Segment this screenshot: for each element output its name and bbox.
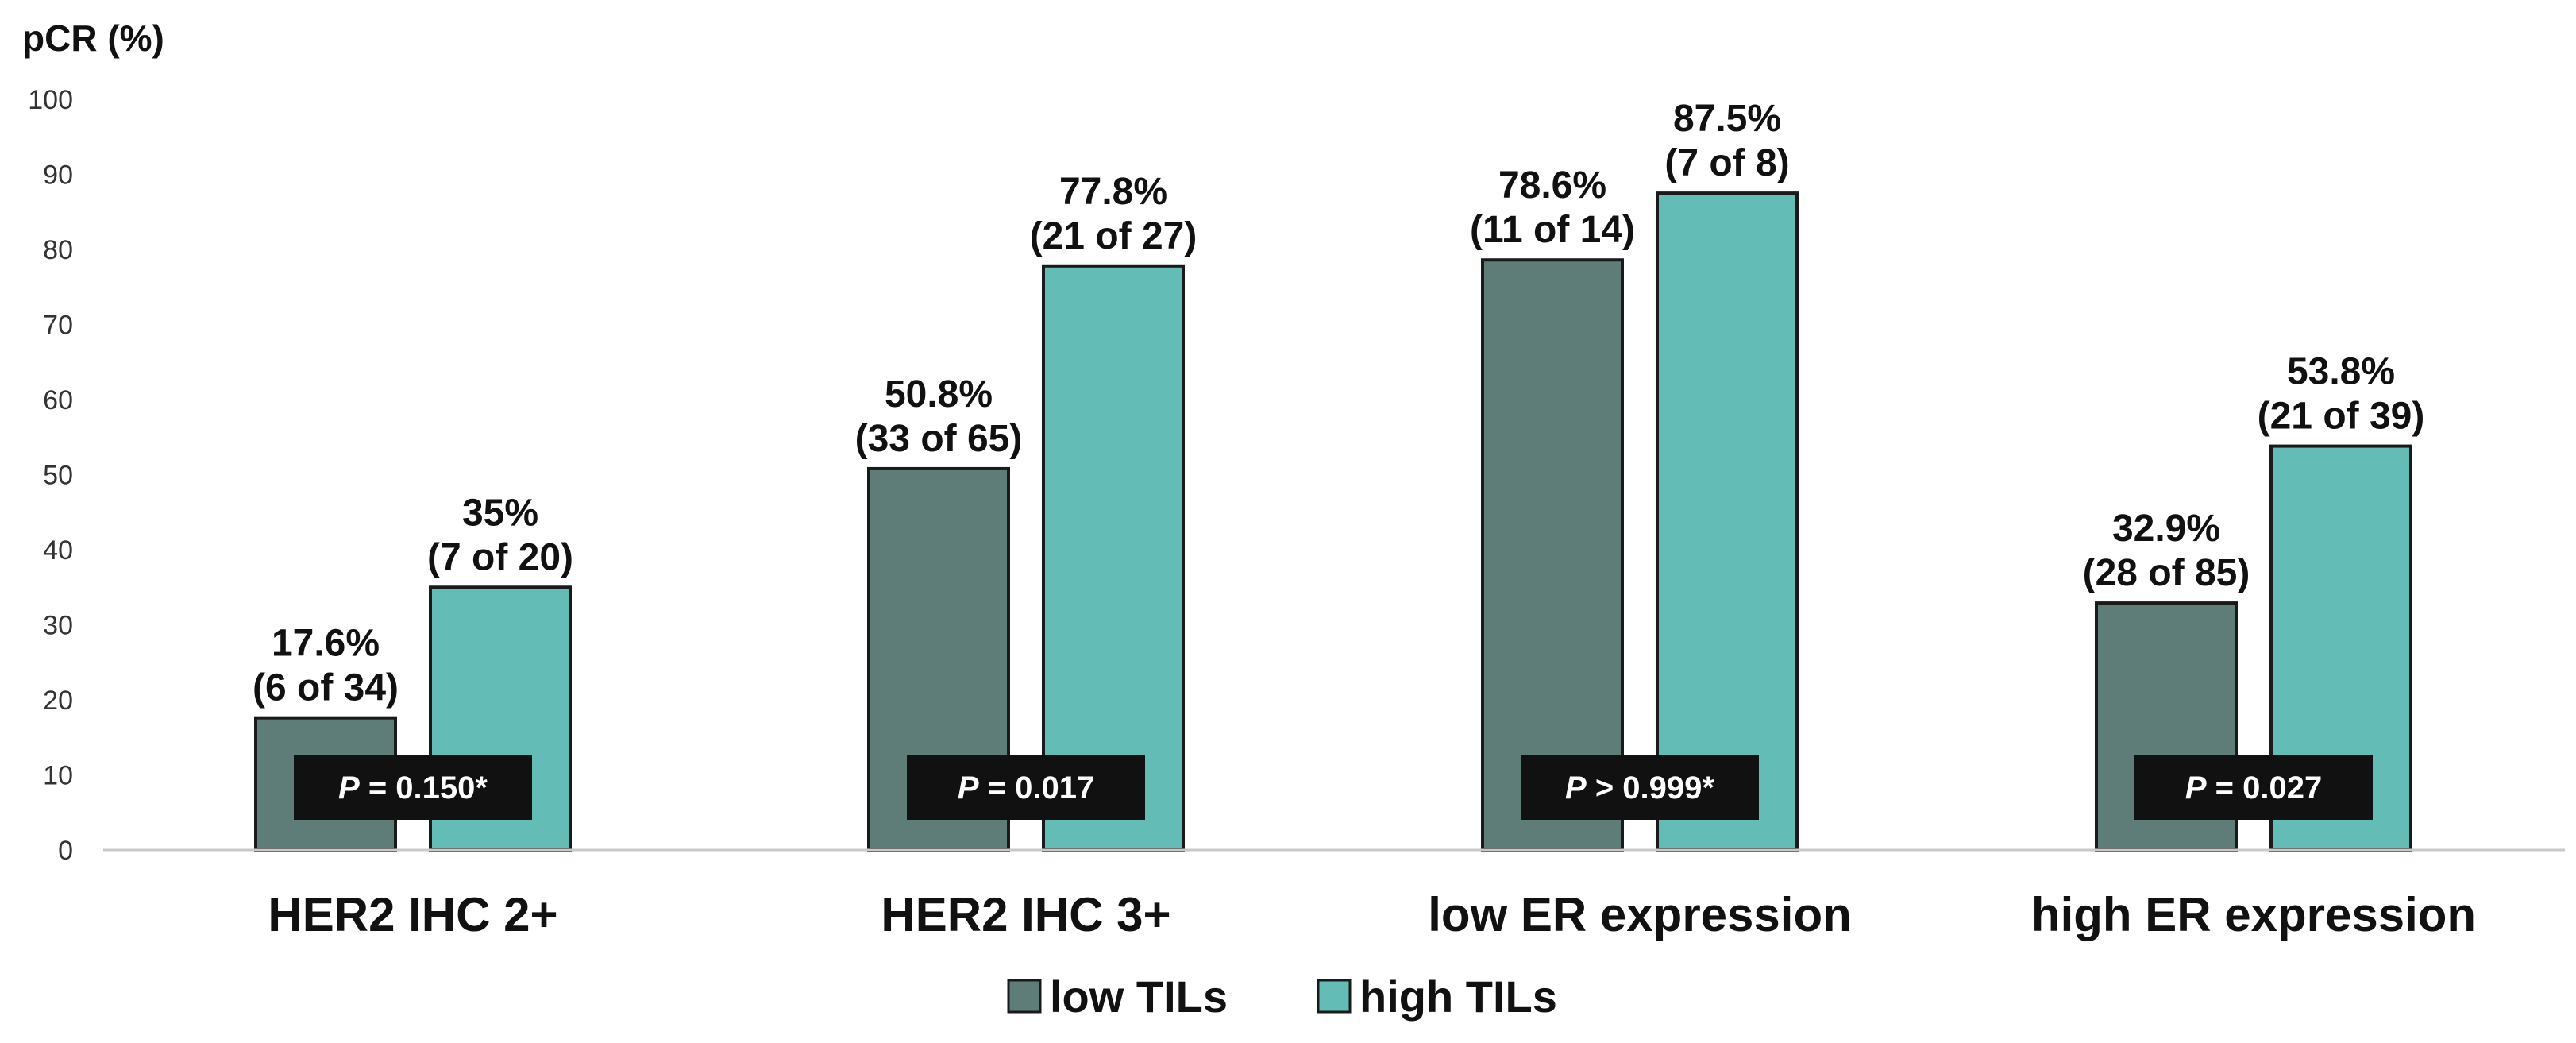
data-label-percent: 87.5% <box>1673 98 1781 140</box>
data-label-percent: 77.8% <box>1059 171 1167 213</box>
p-symbol: P <box>338 771 360 805</box>
bars <box>254 191 2412 852</box>
p-value-text: > 0.999* <box>1587 771 1715 805</box>
data-label-percent: 32.9% <box>2112 508 2220 550</box>
y-tick-label: 20 <box>43 686 73 716</box>
data-label-count: (7 of 8) <box>1664 142 1789 184</box>
y-tick-label: 0 <box>58 836 73 866</box>
data-label-count: (7 of 20) <box>427 536 573 578</box>
p-value-box <box>907 755 1145 820</box>
p-value-box <box>294 755 532 820</box>
y-tick-label: 70 <box>43 311 73 341</box>
p-value-boxes: P = 0.150* P = 0.017 P > 0.999* P = 0.027 <box>294 755 2373 820</box>
bar-high-tils <box>1042 264 1185 852</box>
legend: low TILs high TILs <box>1007 972 1557 1022</box>
category-label: low ER expression <box>1428 888 1852 941</box>
p-value-box <box>2134 755 2373 820</box>
legend-swatch-high-tils <box>1317 979 1352 1014</box>
p-value-text: = 0.027 <box>2207 771 2323 805</box>
p-value-label: P = 0.027 <box>2185 771 2322 805</box>
data-label-percent: 35% <box>462 492 538 534</box>
data-label-count: (21 of 27) <box>1030 215 1197 257</box>
p-value-box <box>1521 755 1759 820</box>
bar-high-tils <box>1656 191 1799 852</box>
category-labels: HER2 IHC 2+ HER2 IHC 3+ low ER expression h… <box>268 888 2476 941</box>
y-tick-label: 60 <box>43 385 73 415</box>
legend-swatch-low-tils <box>1007 979 1042 1014</box>
data-label-count: (21 of 39) <box>2258 396 2425 438</box>
y-axis-title: pCR (%) <box>22 17 164 59</box>
y-tick-label: 10 <box>43 761 73 791</box>
p-symbol: P <box>1565 771 1587 805</box>
p-value-text: = 0.017 <box>979 771 1095 805</box>
data-label-percent: 53.8% <box>2287 351 2395 393</box>
p-value-label: P = 0.017 <box>958 771 1094 805</box>
p-value-text: = 0.150* <box>360 771 488 805</box>
data-label-percent: 78.6% <box>1498 164 1606 207</box>
data-label-percent: 17.6% <box>272 623 380 665</box>
p-value-label: P > 0.999* <box>1565 771 1714 805</box>
legend-label-low-tils: low TILs <box>1050 972 1228 1022</box>
y-tick-label: 100 <box>28 85 73 115</box>
p-symbol: P <box>2185 771 2207 805</box>
y-tick-label: 80 <box>43 235 73 265</box>
data-label-count: (33 of 65) <box>855 418 1023 460</box>
category-label: HER2 IHC 2+ <box>268 888 557 941</box>
p-value-label: P = 0.150* <box>338 771 488 805</box>
category-label: high ER expression <box>2031 888 2476 941</box>
data-label-count: (6 of 34) <box>253 667 399 709</box>
legend-label-high-tils: high TILs <box>1359 972 1557 1022</box>
y-axis-ticks: 0 10 20 30 40 50 60 70 80 90 100 <box>28 85 73 866</box>
p-symbol: P <box>958 771 979 805</box>
data-label-percent: 50.8% <box>885 373 993 415</box>
y-tick-label: 30 <box>43 611 73 641</box>
data-labels: 17.6%(6 of 34) 35%(7 of 20) 50.8%(33 of 65… <box>253 98 2424 709</box>
data-label-count: (11 of 14) <box>1470 209 1635 251</box>
y-tick-label: 50 <box>43 461 73 491</box>
y-tick-label: 40 <box>43 535 73 566</box>
data-label-count: (28 of 85) <box>2083 552 2250 594</box>
category-label: HER2 IHC 3+ <box>881 888 1170 941</box>
y-tick-label: 90 <box>43 160 73 191</box>
